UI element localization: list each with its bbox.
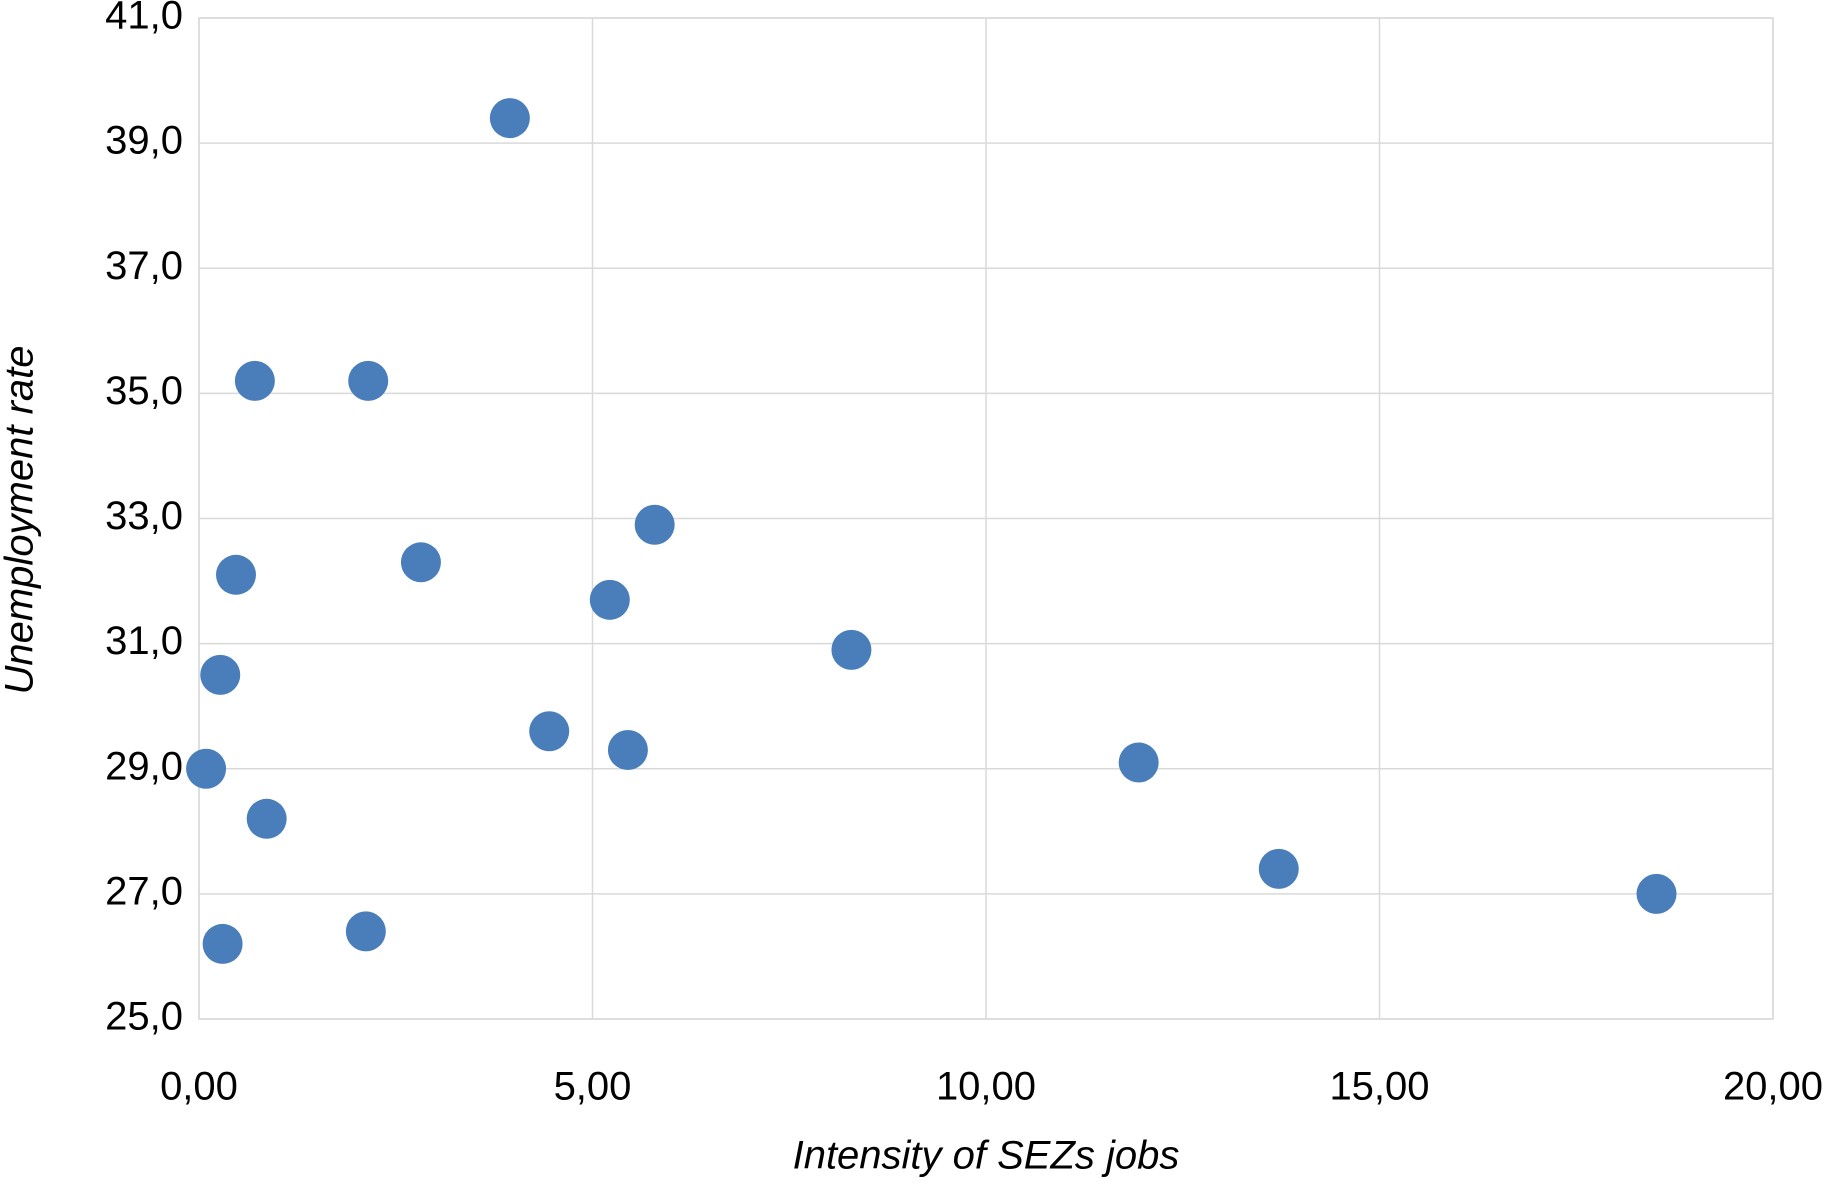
point: [348, 360, 389, 401]
x-axis-title: Intensity of SEZs jobs: [793, 1134, 1180, 1178]
point: [831, 629, 872, 670]
point: [234, 360, 275, 401]
point: [1258, 848, 1299, 889]
y-tick-label: 31,0: [105, 619, 183, 663]
point: [215, 554, 256, 595]
point: [186, 748, 227, 789]
point: [634, 504, 675, 545]
point: [202, 923, 243, 964]
y-tick-label: 27,0: [105, 869, 183, 913]
y-tick-label: 35,0: [105, 369, 183, 413]
point: [1118, 742, 1159, 783]
point: [589, 579, 630, 620]
point: [607, 729, 648, 770]
y-tick-label: 39,0: [105, 119, 183, 163]
y-tick-label: 25,0: [105, 995, 183, 1039]
y-tick-label: 41,0: [105, 0, 183, 38]
y-tick-label: 33,0: [105, 494, 183, 538]
y-axis-title: Unemployment rate: [0, 345, 42, 694]
point: [400, 542, 441, 583]
y-tick-label: 37,0: [105, 244, 183, 288]
x-tick-label: 20,00: [1723, 1065, 1823, 1109]
point: [200, 654, 241, 695]
point: [1636, 873, 1677, 914]
point: [489, 98, 530, 139]
point: [246, 798, 287, 839]
x-tick-label: 10,00: [936, 1065, 1036, 1109]
point: [529, 711, 570, 752]
x-tick-label: 15,00: [1329, 1065, 1429, 1109]
x-tick-label: 0,00: [160, 1065, 238, 1109]
point: [345, 911, 386, 952]
x-tick-label: 5,00: [554, 1065, 632, 1109]
y-tick-label: 29,0: [105, 744, 183, 788]
